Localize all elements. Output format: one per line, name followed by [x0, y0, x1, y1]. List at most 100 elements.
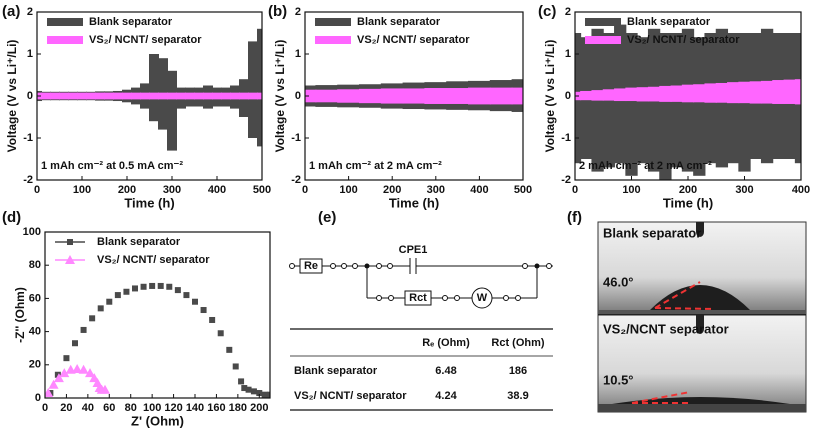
data-point [106, 298, 113, 305]
voltage-band [704, 83, 717, 103]
x-tick-label: 100 [143, 402, 161, 414]
voltage-band [185, 92, 195, 100]
y-axis-label: -Z'' (Ohm) [13, 287, 27, 343]
legend-swatch [47, 36, 83, 44]
data-point [53, 373, 64, 383]
voltage-band [158, 92, 168, 100]
circuit-label: W [477, 292, 488, 304]
x-tick-label: 120 [164, 402, 182, 414]
legend-marker [65, 255, 75, 264]
x-tick-label: 60 [103, 402, 115, 414]
voltage-band [693, 84, 706, 103]
legend-swatch [315, 18, 351, 26]
y-tick-label: 1 [295, 48, 301, 60]
voltage-band [772, 80, 785, 104]
voltage-band [167, 92, 177, 100]
y-axis-label: Voltage (V vs Li⁺/Li) [273, 40, 287, 153]
table-header: Rₑ (Ohm) [422, 337, 470, 349]
x-tick-label: 200 [679, 184, 697, 196]
x-tick-label: 40 [82, 402, 94, 414]
y-tick-label: 0 [295, 90, 301, 102]
table-cell: Blank separator [294, 365, 378, 377]
data-point [261, 391, 268, 398]
voltage-band [315, 89, 339, 103]
data-point [256, 390, 263, 397]
data-point [100, 384, 110, 394]
voltage-band [337, 89, 360, 103]
annotation: 1 mAh cm⁻² at 0.5 mA cm⁻² [41, 160, 183, 172]
y-tick-label: 2 [295, 6, 301, 18]
y-tick-label: -2 [291, 174, 301, 186]
x-axis-label: Time (h) [389, 195, 439, 210]
data-point [238, 378, 245, 385]
data-point [114, 292, 121, 299]
legend-swatch [315, 36, 351, 44]
data-point [250, 388, 257, 395]
data-point [78, 364, 89, 374]
voltage-band [113, 92, 123, 100]
x-tick-label: 100 [339, 184, 357, 196]
legend-label: Blank separator [89, 16, 173, 28]
x-tick-label: 100 [622, 184, 640, 196]
x-tick-label: 0 [302, 184, 308, 196]
x-tick-label: 0 [42, 402, 48, 414]
voltage-band [591, 90, 604, 101]
voltage-band [670, 85, 683, 102]
data-point [59, 368, 70, 378]
voltage-band [50, 92, 60, 100]
voltage-band [359, 88, 382, 104]
y-tick-label: 1 [565, 48, 571, 60]
data-point [166, 283, 173, 290]
photos: Blank separator 46.0° VS₂/NCNT separator… [597, 221, 807, 413]
voltage-band [257, 92, 262, 100]
x-tick-label: 300 [735, 184, 753, 196]
legend-label: Blank separator [357, 16, 441, 28]
data-point [192, 298, 198, 305]
voltage-band [221, 92, 231, 100]
circuit-label: Rct [409, 292, 427, 304]
panel-label: (f) [567, 209, 582, 226]
y-tick-label: -2 [23, 174, 33, 186]
voltage-band [760, 80, 774, 104]
x-tick-label: 200 [250, 402, 268, 414]
voltage-band [176, 92, 186, 100]
voltage-band [149, 54, 159, 122]
voltage-band [212, 92, 222, 100]
voltage-band [659, 85, 672, 102]
x-tick-label: 200 [118, 184, 136, 196]
y-axis-label: Voltage (V vs Li⁺/Li) [5, 40, 19, 153]
y-tick-label: 1 [27, 48, 33, 60]
legend-marker [67, 239, 73, 245]
voltage-band [424, 88, 448, 104]
voltage-band [693, 37, 706, 176]
y-tick-label: -1 [23, 132, 33, 144]
voltage-band [248, 41, 258, 138]
legend-label: VS₂/ NCNT/ separator [89, 34, 202, 46]
x-tick-label: 140 [186, 402, 204, 414]
voltage-band [230, 92, 240, 100]
voltage-band [468, 87, 491, 105]
x-tick-label: 0 [572, 184, 578, 196]
voltage-band [203, 92, 213, 100]
y-tick-label: 100 [23, 226, 41, 238]
axes-frame [44, 231, 271, 399]
voltage-band [95, 92, 105, 100]
data-point [232, 363, 239, 370]
voltage-band [681, 84, 695, 103]
voltage-band [647, 86, 661, 102]
legend-label: VS₂/ NCNT/ separator [627, 34, 740, 46]
legend-label: VS₂/ NCNT/ separator [97, 254, 210, 266]
y-tick-label: 0 [35, 392, 41, 404]
table-cell: 6.48 [435, 365, 456, 377]
x-axis-label: Z' (Ohm) [131, 413, 184, 428]
y-tick-label: -1 [291, 132, 301, 144]
legend-label: VS₂/ NCNT/ separator [357, 34, 470, 46]
voltage-band [257, 28, 262, 147]
x-tick-label: 400 [470, 184, 488, 196]
voltage-band [59, 92, 69, 100]
data-point [45, 388, 54, 398]
circuit-label: CPE1 [399, 244, 428, 256]
data-point [241, 385, 248, 392]
voltage-band [636, 87, 649, 102]
